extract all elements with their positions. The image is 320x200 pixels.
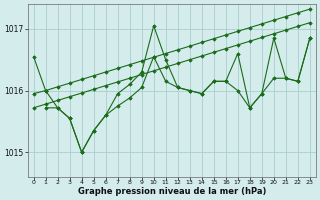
X-axis label: Graphe pression niveau de la mer (hPa): Graphe pression niveau de la mer (hPa) xyxy=(77,187,266,196)
